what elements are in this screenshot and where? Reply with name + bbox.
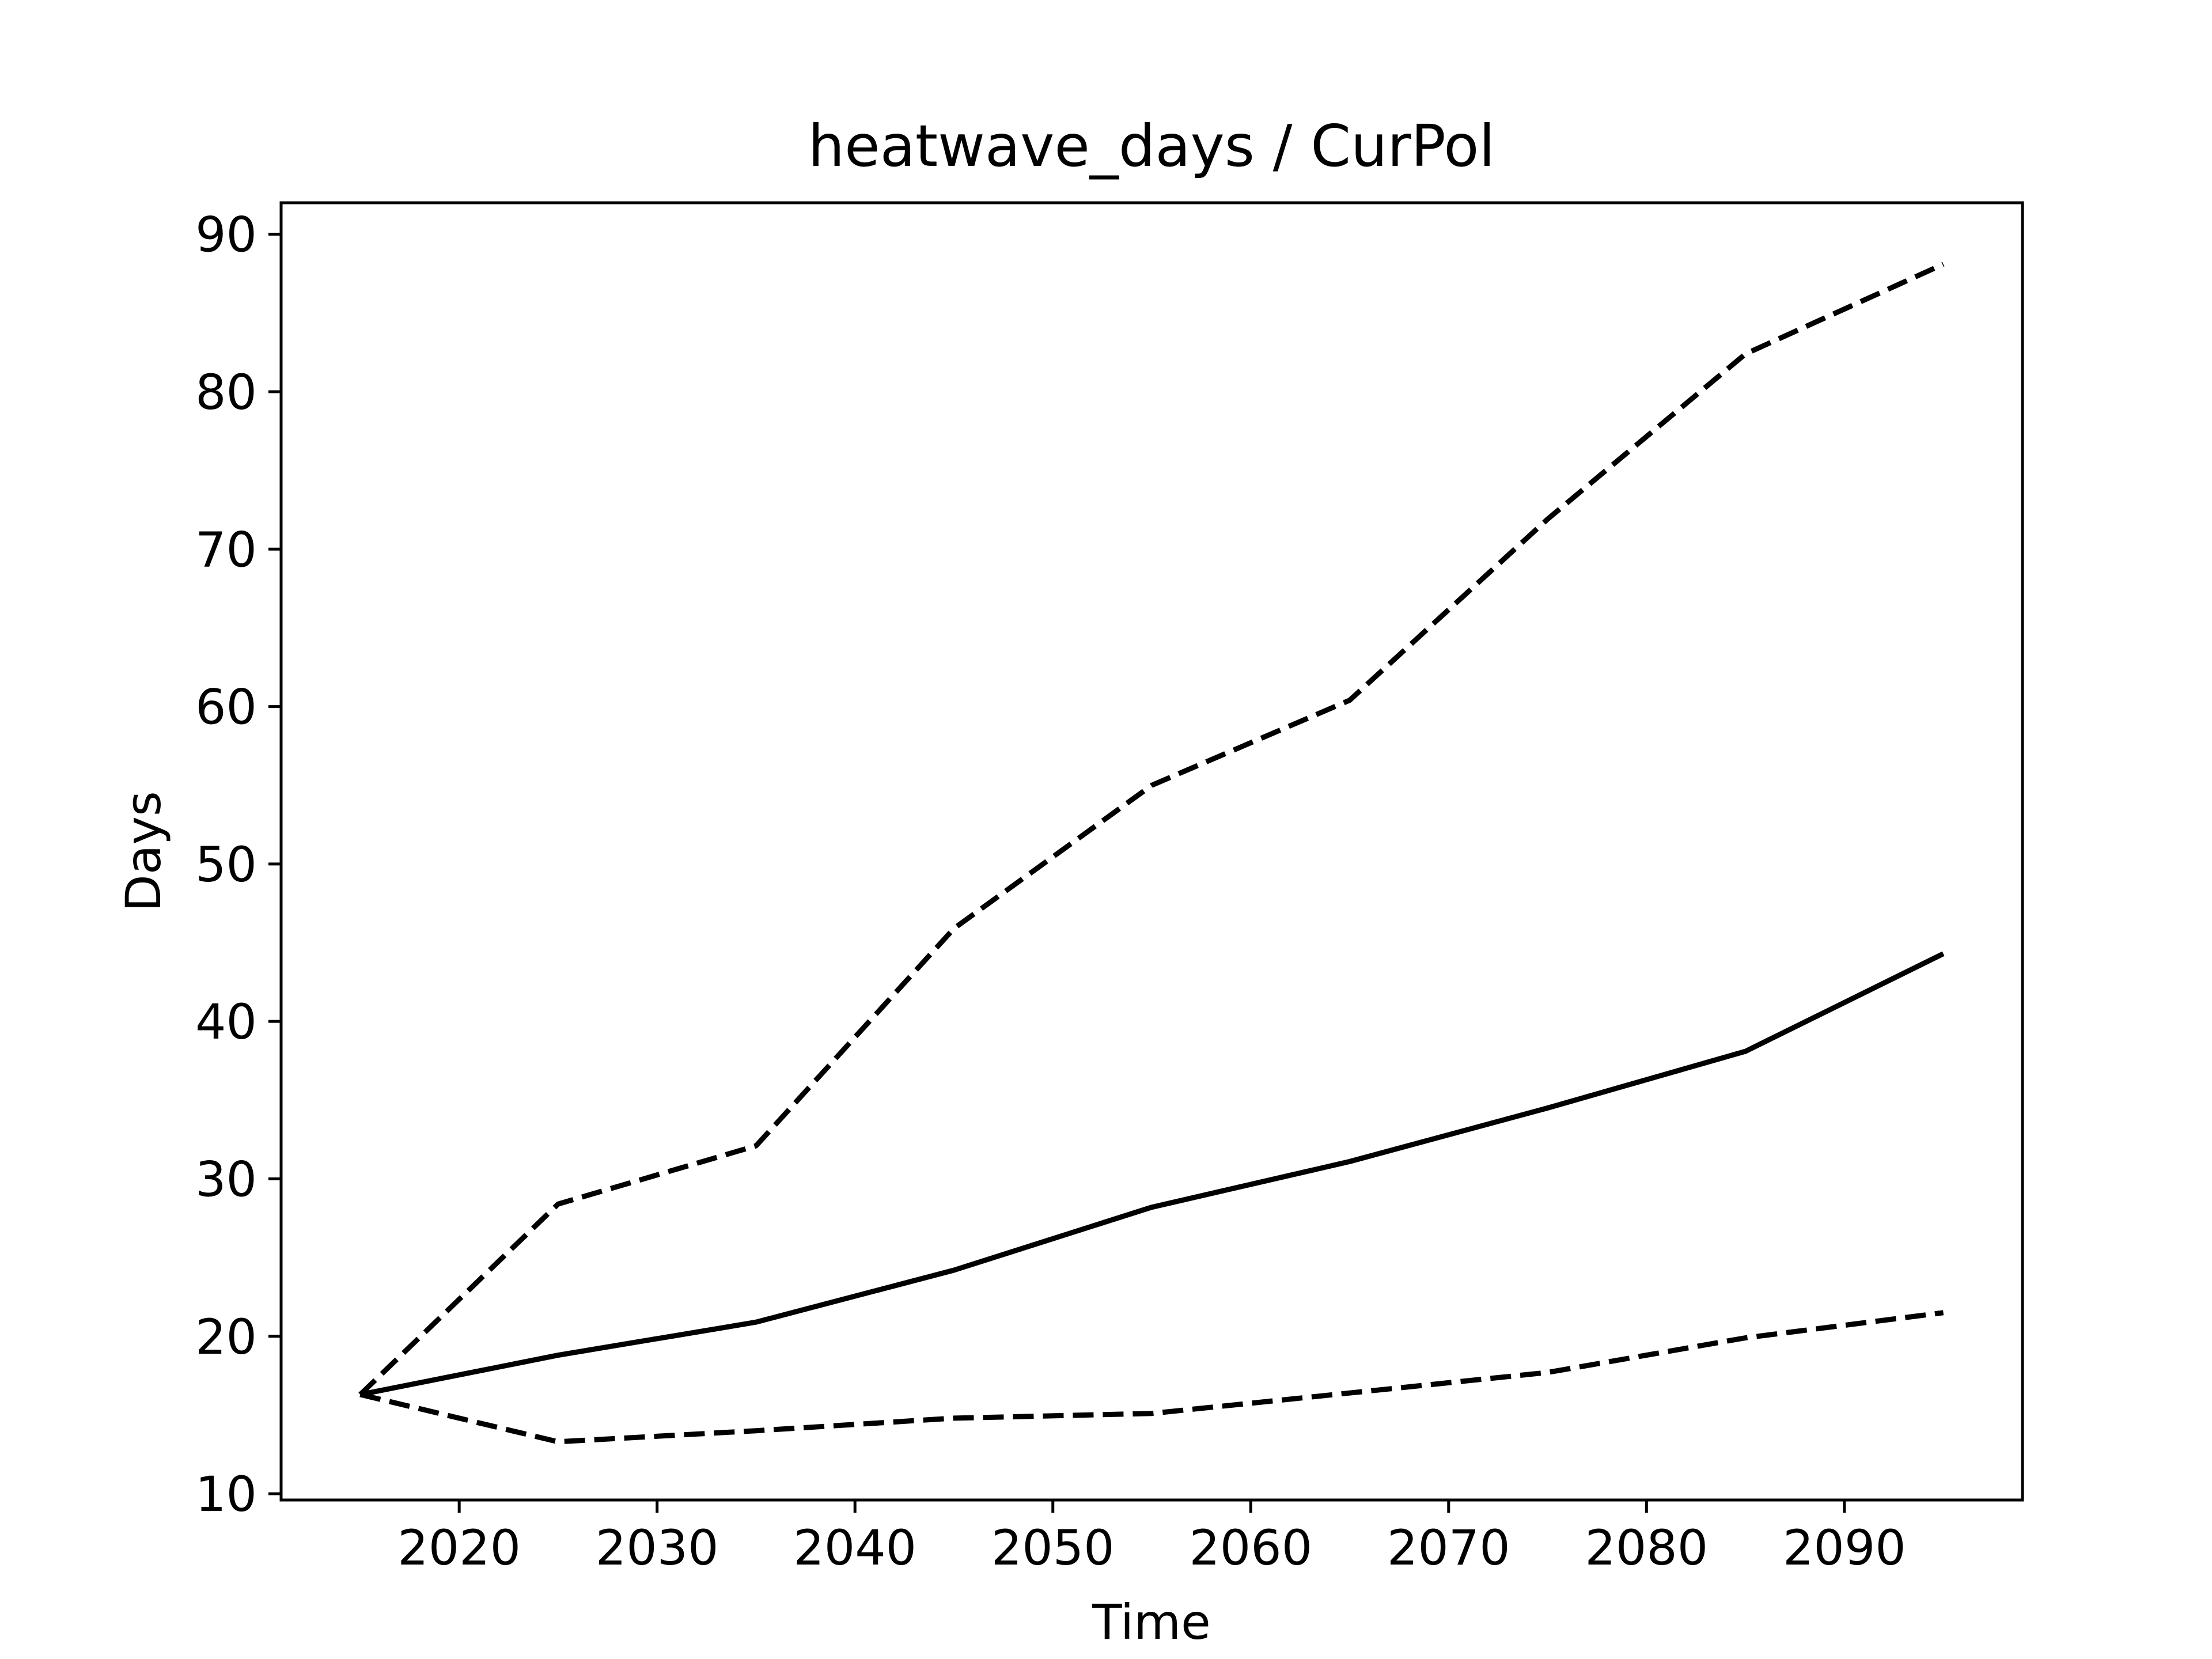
chart-title: heatwave_days / CurPol — [808, 112, 1495, 180]
y-tick-label: 40 — [195, 994, 257, 1050]
x-tick-label: 2040 — [793, 1520, 916, 1576]
x-tick-label: 2070 — [1387, 1520, 1510, 1576]
y-tick-label: 80 — [195, 364, 257, 421]
x-tick-label: 2020 — [397, 1520, 521, 1576]
series-line-2 — [358, 262, 1945, 1397]
y-tick-label: 20 — [195, 1309, 257, 1365]
y-tick-label: 10 — [195, 1466, 257, 1522]
y-tick-label: 90 — [195, 207, 257, 263]
x-tick-label: 2030 — [596, 1520, 719, 1576]
x-axis-label: Time — [1092, 1594, 1211, 1650]
x-tick-label: 2060 — [1189, 1520, 1312, 1576]
plot-lines — [358, 262, 1945, 1445]
y-axis-label: Days — [115, 791, 172, 912]
series-line-1 — [359, 951, 1945, 1397]
series-line-3 — [359, 1310, 1944, 1445]
x-tick-label: 2050 — [991, 1520, 1115, 1576]
y-tick-label: 70 — [195, 521, 257, 578]
y-tick-label: 30 — [195, 1151, 257, 1207]
x-tick-label: 2080 — [1585, 1520, 1708, 1576]
y-tick-label: 60 — [195, 679, 257, 736]
x-axis-ticks: 2020 2030 2040 2050 2060 2070 2080 2090 — [397, 1500, 1906, 1576]
y-tick-label: 50 — [195, 836, 257, 893]
x-tick-label: 2090 — [1783, 1520, 1906, 1576]
plot-frame — [279, 201, 2024, 1502]
y-axis-ticks: 10 20 30 40 50 60 70 80 90 — [195, 207, 281, 1522]
